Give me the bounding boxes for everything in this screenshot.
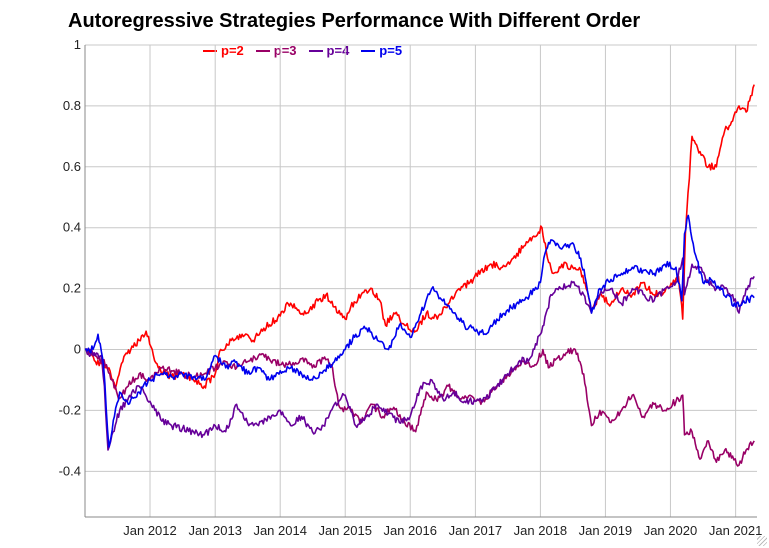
x-tick-label: Jan 2012 — [123, 523, 177, 538]
series-line-p2 — [84, 84, 755, 390]
legend-label: p=3 — [273, 43, 297, 58]
legend-item[interactable]: p=4 — [308, 43, 350, 58]
legend-swatch — [361, 49, 376, 52]
series-line-p5 — [84, 214, 755, 448]
y-tick-label: 0.2 — [63, 281, 81, 296]
series-line-p4 — [85, 257, 755, 451]
x-tick-label: Jan 2017 — [449, 523, 503, 538]
legend-item[interactable]: p=5 — [361, 43, 402, 58]
x-tick-label: Jan 2013 — [188, 523, 242, 538]
legend-label: p=2 — [221, 43, 244, 58]
y-tick-label: 0.6 — [63, 159, 81, 174]
x-tick-label: Jan 2014 — [253, 523, 307, 538]
legend-item[interactable]: p=3 — [255, 43, 297, 58]
y-tick-label: -0.2 — [59, 402, 81, 417]
x-tick-label: Jan 2021 — [709, 523, 763, 538]
legend-label: p=4 — [326, 43, 350, 58]
x-tick-label: Jan 2018 — [514, 523, 568, 538]
x-tick-label: Jan 2020 — [644, 523, 698, 538]
x-tick-label: Jan 2016 — [383, 523, 437, 538]
legend-item[interactable]: p=2 — [203, 43, 244, 58]
x-tick-label: Jan 2015 — [318, 523, 372, 538]
series-line-p3 — [84, 347, 755, 467]
resize-grip-icon[interactable] — [757, 536, 767, 546]
y-tick-label: 0.8 — [63, 98, 81, 113]
y-tick-label: 0 — [74, 342, 81, 357]
chart-title: Autoregressive Strategies Performance Wi… — [68, 10, 641, 32]
legend-swatch — [203, 49, 217, 52]
legend-swatch — [308, 49, 323, 52]
legend: p=2 p=3 p=4 p=5 — [203, 43, 402, 58]
y-tick-label: 1 — [74, 37, 81, 52]
x-tick-label: Jan 2019 — [579, 523, 633, 538]
y-tick-label: 0.4 — [63, 220, 81, 235]
legend-swatch — [255, 49, 270, 52]
legend-label: p=5 — [379, 43, 403, 58]
y-tick-label: -0.4 — [59, 463, 81, 478]
